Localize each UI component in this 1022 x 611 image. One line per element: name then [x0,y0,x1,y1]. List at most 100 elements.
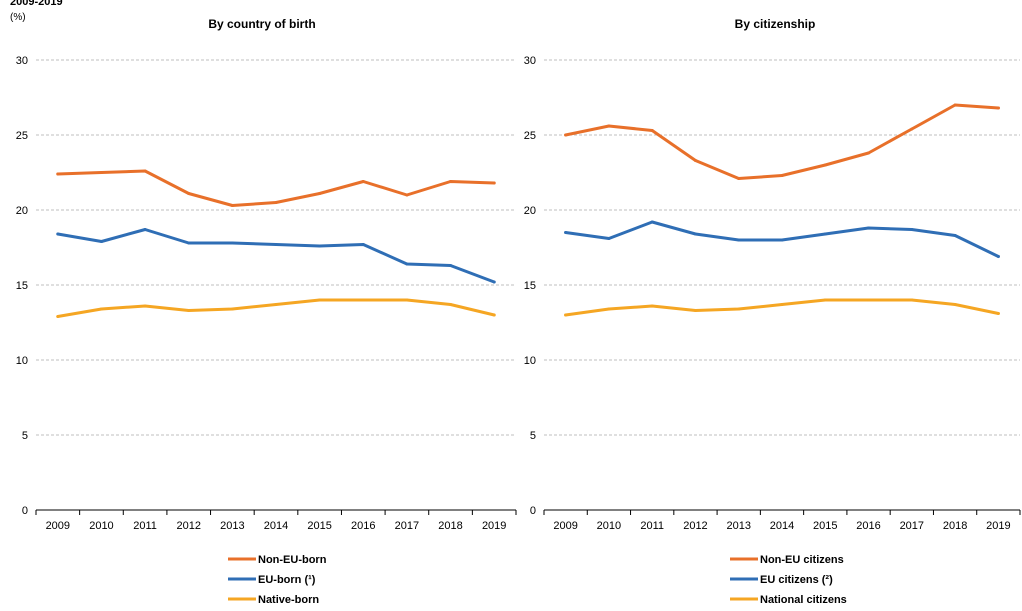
data-point-native-born [56,315,60,318]
x-tick-label: 2012 [176,520,200,532]
data-point-non-eu-citizens [650,129,654,132]
y-tick-label: 10 [524,355,536,367]
data-point-eu-born [318,244,322,248]
data-point-non-eu-born [318,192,322,195]
data-point-eu-born [361,243,365,246]
data-point-non-eu-born [449,180,453,183]
data-point-non-eu-citizens [953,103,957,107]
data-point-national-citizens [564,313,568,317]
chart-supertitle: 2009-2019 [10,0,63,8]
data-point-native-born [187,309,191,312]
data-point-eu-citizens [867,226,871,230]
x-tick-label: 2015 [307,520,331,532]
data-point-non-eu-citizens [996,106,1000,110]
data-point-non-eu-born [361,180,365,183]
data-point-non-eu-citizens [867,151,871,155]
data-point-eu-born [492,280,496,284]
data-point-eu-citizens [607,237,611,240]
legend-label: National citizens [760,594,847,606]
y-tick-label: 0 [530,505,536,517]
data-point-eu-citizens [737,238,741,242]
x-tick-label: 2014 [264,520,288,532]
data-point-eu-born [405,262,409,266]
data-point-non-eu-citizens [564,133,568,137]
x-tick-label: 2009 [553,520,577,532]
series-line-national-citizens [564,298,1000,317]
y-tick-label: 20 [524,205,536,217]
y-tick-label: 25 [524,130,536,142]
data-point-non-eu-citizens [910,127,914,131]
data-point-non-eu-born [405,193,409,197]
legend-label: EU-born (¹) [258,574,316,586]
data-point-eu-citizens [693,232,697,236]
chart-unit-label: (%) [10,12,26,23]
x-tick-label: 2019 [986,520,1010,532]
x-tick-label: 2018 [438,520,462,532]
data-point-national-citizens [737,307,741,311]
y-tick-label: 5 [530,430,536,442]
data-point-eu-citizens [996,255,1000,258]
data-point-native-born [143,304,147,308]
panel-title: By country of birth [208,17,315,31]
x-tick-label: 2013 [726,520,750,532]
x-tick-label: 2018 [943,520,967,532]
x-tick-label: 2016 [856,520,880,532]
y-tick-label: 30 [16,55,28,67]
data-point-non-eu-citizens [737,177,741,180]
x-tick-label: 2009 [46,520,70,532]
data-point-eu-citizens [564,231,568,234]
data-point-eu-citizens [650,220,654,224]
x-tick-label: 2015 [813,520,837,532]
data-point-national-citizens [996,312,1000,315]
y-tick-label: 15 [524,280,536,292]
data-point-non-eu-citizens [780,174,784,177]
x-tick-label: 2011 [133,520,157,532]
data-point-national-citizens [650,304,654,308]
y-tick-label: 5 [22,430,28,442]
y-tick-label: 10 [16,355,28,367]
y-tick-label: 0 [22,505,28,517]
data-point-eu-born [99,240,103,243]
data-point-national-citizens [910,298,914,302]
series-line-non-eu-born [56,169,496,207]
x-tick-label: 2017 [395,520,419,532]
panel-by-country-of-birth: By country of birth 0 5 10 15 20 25 30 2009 2010 2… [16,17,517,606]
x-tick-label: 2011 [640,520,664,532]
y-tick-label: 25 [16,130,28,142]
data-point-native-born [99,307,103,311]
y-tick-label: 15 [16,280,28,292]
data-point-eu-born [56,232,60,236]
data-point-native-born [318,298,322,302]
data-point-non-eu-citizens [607,124,611,128]
data-point-non-eu-born [99,171,103,174]
data-point-national-citizens [823,298,827,302]
data-point-eu-citizens [823,232,827,236]
data-point-eu-citizens [780,238,784,242]
data-point-eu-born [187,241,191,245]
data-point-native-born [230,307,234,311]
data-point-national-citizens [607,307,611,311]
x-tick-label: 2013 [220,520,244,532]
data-point-eu-citizens [910,228,914,231]
data-point-non-eu-born [56,172,60,176]
data-point-native-born [361,298,365,302]
x-tick-label: 2019 [482,520,506,532]
data-point-national-citizens [780,303,784,306]
legend-label: EU citizens (²) [760,574,833,586]
x-tick-label: 2016 [351,520,375,532]
panel-title: By citizenship [735,17,816,31]
series-line-eu-born [56,228,496,284]
panel-by-citizenship: By citizenship 0 5 10 15 20 25 30 2009 2010 2011 20… [524,17,1021,606]
data-point-non-eu-citizens [823,163,827,167]
y-tick-label: 20 [16,205,28,217]
data-point-native-born [492,313,496,317]
data-point-native-born [405,298,409,302]
data-point-non-eu-born [492,181,496,185]
legend-label: Native-born [258,594,319,606]
data-point-native-born [449,303,453,306]
data-point-national-citizens [867,298,871,302]
data-point-eu-born [143,228,147,231]
data-point-native-born [274,303,278,306]
x-tick-label: 2010 [89,520,113,532]
